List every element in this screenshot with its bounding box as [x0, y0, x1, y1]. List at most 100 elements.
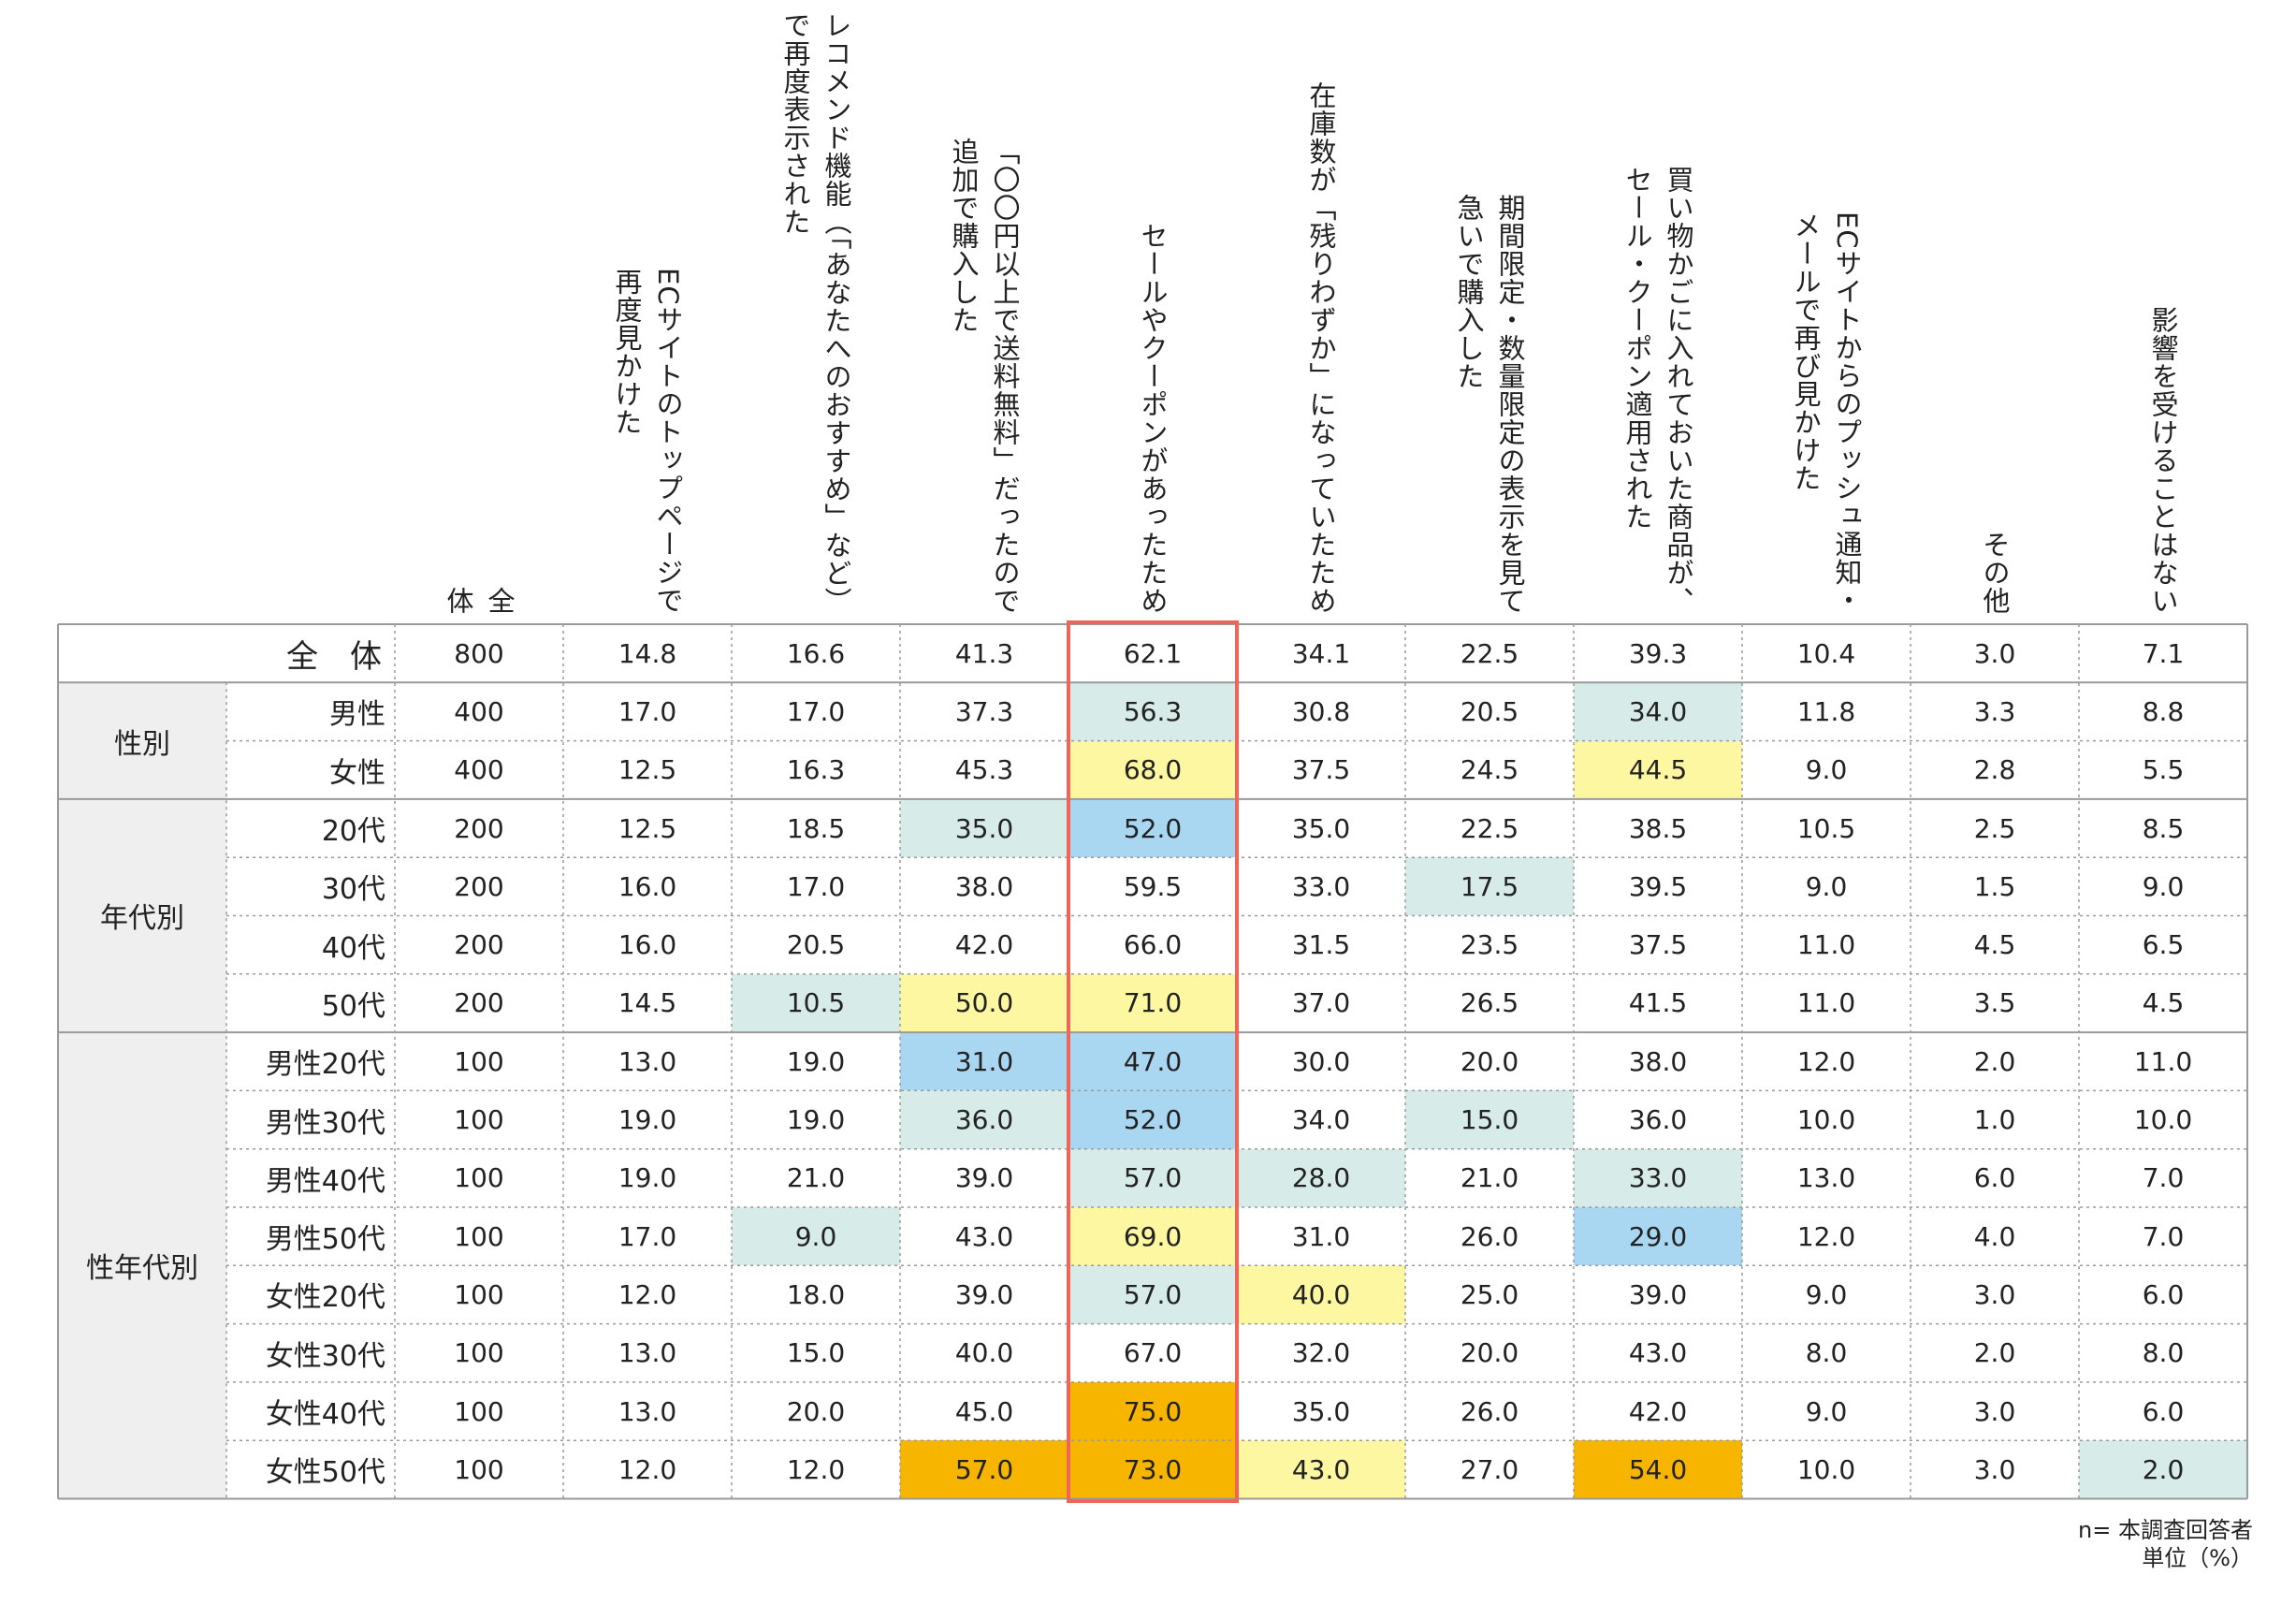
row-label: 女性50代	[265, 1456, 385, 1490]
value-cell: 33.0	[1628, 1162, 1688, 1194]
value-cell: 62.1	[1123, 637, 1183, 669]
column-header: 「〇〇円以上で送料無料」だったので 追加で購入した	[900, 37, 1068, 615]
cell-highlight	[1068, 798, 1237, 858]
value-cell: 15.0	[1460, 1104, 1519, 1136]
value-cell: 40.0	[954, 1337, 1014, 1369]
value-cell: 4.5	[1973, 929, 2016, 961]
value-cell: 30.0	[1291, 1045, 1351, 1077]
value-cell: 100	[454, 1162, 504, 1194]
value-cell: 11.8	[1796, 695, 1856, 727]
column-header-label: セールやクーポンがあったため	[1137, 222, 1169, 615]
value-cell: 59.5	[1123, 870, 1183, 902]
value-cell: 16.0	[618, 929, 677, 961]
value-cell: 35.0	[1291, 812, 1351, 844]
value-cell: 36.0	[954, 1104, 1014, 1136]
row-label: 男性50代	[265, 1223, 385, 1257]
cell-highlight	[732, 1207, 900, 1266]
value-cell: 39.0	[954, 1278, 1014, 1310]
column-header-label: その他	[1979, 531, 2011, 615]
value-cell: 9.0	[1805, 1278, 1848, 1310]
row-label: 男性40代	[265, 1164, 385, 1198]
value-cell: 11.0	[2133, 1045, 2193, 1077]
row-label: 女性	[329, 756, 385, 790]
value-cell: 200	[454, 812, 504, 844]
value-cell: 39.3	[1628, 637, 1688, 669]
row-label: 女性40代	[265, 1398, 385, 1432]
column-header: 期間限定・数量限定の表示を見て 急いで購入した	[1405, 37, 1574, 615]
value-cell: 9.0	[1805, 870, 1848, 902]
column-header-label: 期間限定・数量限定の表示を見て 急いで購入した	[1453, 194, 1526, 615]
value-cell: 8.5	[2142, 812, 2185, 844]
group-label: 性年代別	[58, 1032, 226, 1499]
cell-highlight	[1237, 1440, 1405, 1499]
value-cell: 2.8	[1973, 754, 2016, 786]
value-cell: 39.0	[1628, 1278, 1688, 1310]
value-cell: 8.8	[2142, 695, 2185, 727]
value-cell: 10.5	[786, 987, 846, 1019]
value-cell: 33.0	[1291, 870, 1351, 902]
value-cell: 9.0	[1805, 754, 1848, 786]
value-cell: 34.0	[1628, 695, 1688, 727]
value-cell: 45.0	[954, 1395, 1014, 1427]
value-cell: 37.3	[954, 695, 1014, 727]
sample-note: n= 本調査回答者	[2078, 1517, 2253, 1543]
value-cell: 35.0	[1291, 1395, 1351, 1427]
value-cell: 13.0	[618, 1337, 677, 1369]
value-cell: 67.0	[1123, 1337, 1183, 1369]
cell-highlight	[1068, 1440, 1237, 1499]
value-cell: 100	[454, 1395, 504, 1427]
cell-highlight	[1574, 740, 1742, 799]
value-cell: 15.0	[786, 1337, 846, 1369]
value-cell: 200	[454, 870, 504, 902]
value-cell: 12.0	[618, 1453, 677, 1485]
value-cell: 9.0	[794, 1220, 837, 1252]
value-cell: 40.0	[1291, 1278, 1351, 1310]
value-cell: 13.0	[618, 1045, 677, 1077]
value-cell: 21.0	[786, 1162, 846, 1194]
value-cell: 17.5	[1460, 870, 1519, 902]
cell-highlight	[1574, 1207, 1742, 1266]
table-note: n= 本調査回答者 単位（%）	[2078, 1516, 2253, 1572]
value-cell: 43.0	[1291, 1453, 1351, 1485]
value-cell: 100	[454, 1337, 504, 1369]
value-cell: 20.0	[1460, 1045, 1519, 1077]
value-cell: 57.0	[954, 1453, 1014, 1485]
cell-highlight	[900, 1032, 1068, 1091]
column-header: レコメンド機能（「あなたへのおすすめ」など） で再度表示された	[732, 11, 900, 616]
value-cell: 10.0	[1796, 1104, 1856, 1136]
value-cell: 22.5	[1460, 812, 1519, 844]
value-cell: 1.0	[1973, 1104, 2016, 1136]
value-cell: 75.0	[1123, 1395, 1183, 1427]
value-cell: 31.0	[1291, 1220, 1351, 1252]
row-label: 50代	[321, 989, 385, 1023]
value-cell: 52.0	[1123, 1104, 1183, 1136]
column-header: 買い物かごに入れておいた商品が、 セール・クーポン適用された	[1574, 37, 1742, 615]
cell-highlight	[1068, 1265, 1237, 1324]
value-cell: 23.5	[1460, 929, 1519, 961]
value-cell: 19.0	[786, 1045, 846, 1077]
value-cell: 12.0	[1796, 1220, 1856, 1252]
value-cell: 12.5	[618, 812, 677, 844]
row-label: 男性20代	[265, 1048, 385, 1082]
cell-highlight	[1068, 1148, 1237, 1207]
value-cell: 39.0	[954, 1162, 1014, 1194]
value-cell: 19.0	[618, 1104, 677, 1136]
value-cell: 12.5	[618, 754, 677, 786]
value-cell: 2.0	[1973, 1337, 2016, 1369]
value-cell: 25.0	[1460, 1278, 1519, 1310]
value-cell: 9.0	[1805, 1395, 1848, 1427]
column-header-label: レコメンド機能（「あなたへのおすすめ」など） で再度表示された	[779, 10, 852, 616]
value-cell: 27.0	[1460, 1453, 1519, 1485]
group-label: 年代別	[58, 798, 226, 1033]
value-cell: 31.0	[954, 1045, 1014, 1077]
row-label: 30代	[321, 873, 385, 907]
value-cell: 44.5	[1628, 754, 1688, 786]
value-cell: 18.0	[786, 1278, 846, 1310]
value-cell: 26.5	[1460, 987, 1519, 1019]
column-header: 影響を受けることはない	[2079, 37, 2247, 615]
value-cell: 71.0	[1123, 987, 1183, 1019]
row-label: 20代	[321, 815, 385, 849]
cell-highlight	[900, 798, 1068, 858]
value-cell: 10.4	[1796, 637, 1856, 669]
value-cell: 10.0	[1796, 1453, 1856, 1485]
